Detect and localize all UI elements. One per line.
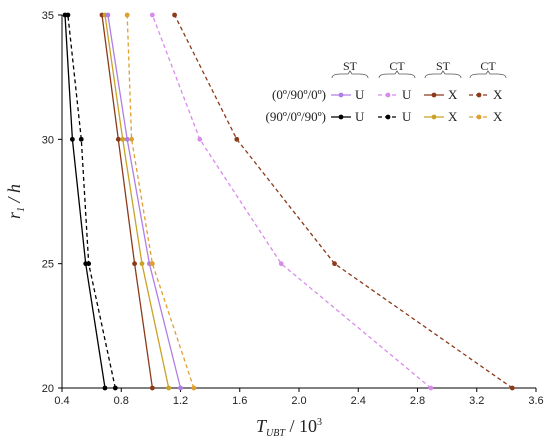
x-tick-label: 2.8: [410, 395, 425, 407]
data-point: [115, 136, 121, 142]
x-axis-title-sub: UBT: [266, 428, 286, 439]
y-tick-label: 25: [42, 259, 54, 271]
legend-marker-dot: [476, 92, 482, 98]
legend-marker-dot: [385, 114, 391, 120]
y-axis-title: r1 / h: [4, 184, 27, 219]
x-axis-title-sup: 3: [317, 417, 322, 428]
x-tick-label: 3.6: [528, 395, 543, 407]
data-point: [65, 12, 71, 18]
legend-entry-label: X: [448, 109, 458, 124]
legend-entry-label: X: [493, 87, 503, 102]
data-point: [124, 136, 130, 142]
tick-labels: 0.4 0.8 1.2 1.6 2.0 2.4 2.8 3.2 3.6 20 25 30 35: [42, 10, 544, 407]
x-axis-title-main: T: [256, 416, 268, 436]
data-point: [172, 12, 177, 18]
x-tick-label: 2.0: [291, 395, 306, 407]
data-point: [509, 385, 515, 391]
legend-marker-dot: [385, 92, 391, 98]
x-axis-title: TUBT / 103: [256, 416, 322, 439]
data-point: [197, 136, 203, 142]
series-line: [174, 14, 513, 389]
series-line: [107, 14, 182, 389]
data-point: [120, 136, 126, 142]
x-tick-label: 1.2: [173, 395, 188, 407]
legend-bracket: [331, 70, 369, 79]
x-tick-label: 2.4: [351, 395, 366, 407]
data-point: [191, 385, 197, 391]
data-point: [278, 261, 284, 267]
axes: [58, 14, 537, 392]
data-point: [112, 385, 118, 391]
series-line: [64, 14, 106, 389]
y-axis-title-sub: 1: [16, 207, 27, 212]
legend-group-header: ST: [343, 59, 358, 73]
data-point: [139, 261, 145, 267]
data-point: [69, 136, 75, 142]
data-point: [149, 261, 155, 267]
data-point: [86, 261, 92, 267]
series-layer: [62, 12, 515, 391]
legend-entry-label: X: [493, 109, 503, 124]
data-point: [124, 12, 130, 18]
legend-bracket: [424, 70, 462, 79]
legend-marker-dot: [338, 114, 344, 120]
legend-entry-label: U: [402, 87, 412, 102]
y-axis-title-main: r: [4, 211, 24, 219]
data-point: [166, 385, 172, 391]
legend-bracket: [469, 70, 507, 79]
data-point: [178, 385, 183, 391]
data-point: [149, 385, 155, 391]
legend-marker-dot: [476, 114, 482, 120]
legend: ST CT ST CT(0º/90º/0º) U U X X(90º/0º/90º) U U X X: [266, 59, 507, 124]
legend-entry-label: U: [355, 87, 365, 102]
x-tick-label: 3.2: [469, 395, 484, 407]
y-tick-label: 20: [42, 383, 54, 395]
data-point: [105, 12, 111, 18]
legend-row-label: (90º/0º/90º): [266, 109, 326, 124]
y-tick-label: 30: [42, 134, 54, 146]
legend-entry-label: U: [402, 109, 412, 124]
series-line: [67, 14, 116, 389]
data-point: [234, 136, 240, 142]
legend-entry-label: U: [355, 109, 365, 124]
legend-marker-dot: [431, 92, 437, 98]
data-point: [78, 136, 84, 142]
data-point: [132, 261, 137, 267]
legend-entry-label: X: [448, 87, 458, 102]
y-axis-title-rest: / h: [4, 184, 24, 207]
x-axis-title-rest: / 10: [285, 416, 317, 436]
x-tick-label: 0.4: [54, 395, 69, 407]
legend-row-label: (0º/90º/0º): [272, 87, 326, 102]
series-line: [101, 14, 154, 389]
data-point: [149, 12, 155, 18]
series-line: [151, 14, 432, 389]
data-point: [332, 261, 337, 267]
axis-titles: TUBT / 103 r1 / h: [4, 184, 322, 439]
legend-group-header: CT: [389, 59, 405, 73]
legend-bracket: [378, 70, 416, 79]
data-point: [102, 385, 108, 391]
legend-marker-dot: [338, 92, 344, 98]
legend-marker-dot: [431, 114, 437, 120]
x-tick-label: 0.8: [114, 395, 129, 407]
data-point: [428, 385, 434, 391]
legend-group-header: CT: [480, 59, 496, 73]
legend-group-header: ST: [436, 59, 451, 73]
data-point: [129, 136, 135, 142]
x-tick-label: 1.6: [232, 395, 247, 407]
series-line: [126, 14, 195, 389]
series-line: [104, 14, 170, 389]
y-tick-label: 35: [42, 10, 54, 22]
